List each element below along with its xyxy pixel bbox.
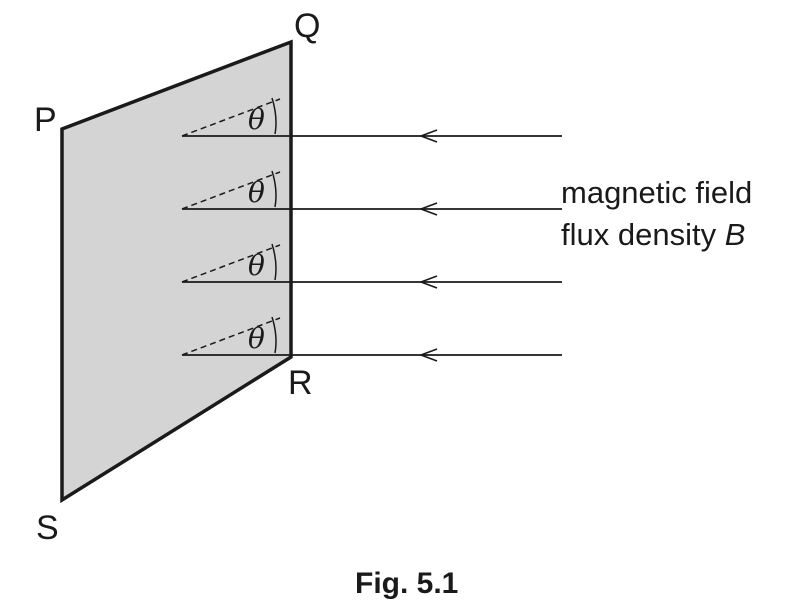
plane-pqrs xyxy=(60,39,293,504)
angle-label-theta-3: θ xyxy=(248,249,265,282)
angle-arc-4 xyxy=(271,316,277,354)
angle-label-theta-4: θ xyxy=(248,322,265,355)
angle-arc-1 xyxy=(271,97,277,135)
field-arrow-3 xyxy=(418,275,438,289)
angle-label-theta-2: θ xyxy=(248,176,265,209)
corner-label-q: Q xyxy=(294,7,320,45)
normal-dashed-line-3 xyxy=(181,244,281,283)
normal-dashed-line-4 xyxy=(181,317,281,356)
field-arrow-1 xyxy=(418,129,438,143)
angle-label-theta-1: θ xyxy=(248,103,265,136)
angle-arc-2 xyxy=(271,170,277,208)
corner-label-s: S xyxy=(36,509,59,547)
field-arrow-4 xyxy=(418,348,438,362)
field-arrow-2 xyxy=(418,202,438,216)
field-label-line2-prefix: flux density xyxy=(561,217,725,252)
normal-dashed-line-1 xyxy=(181,98,281,137)
field-lines: θ θ θ θ xyxy=(181,97,562,362)
corner-label-r: R xyxy=(288,364,313,402)
field-label-line1: magnetic field xyxy=(561,175,752,210)
corner-label-p: P xyxy=(34,101,57,139)
field-label-line2: flux density B xyxy=(561,217,745,252)
angle-arc-3 xyxy=(271,243,277,281)
flux-density-symbol: B xyxy=(725,217,746,252)
figure-caption: Fig. 5.1 xyxy=(355,567,458,600)
normal-dashed-line-2 xyxy=(181,171,281,210)
